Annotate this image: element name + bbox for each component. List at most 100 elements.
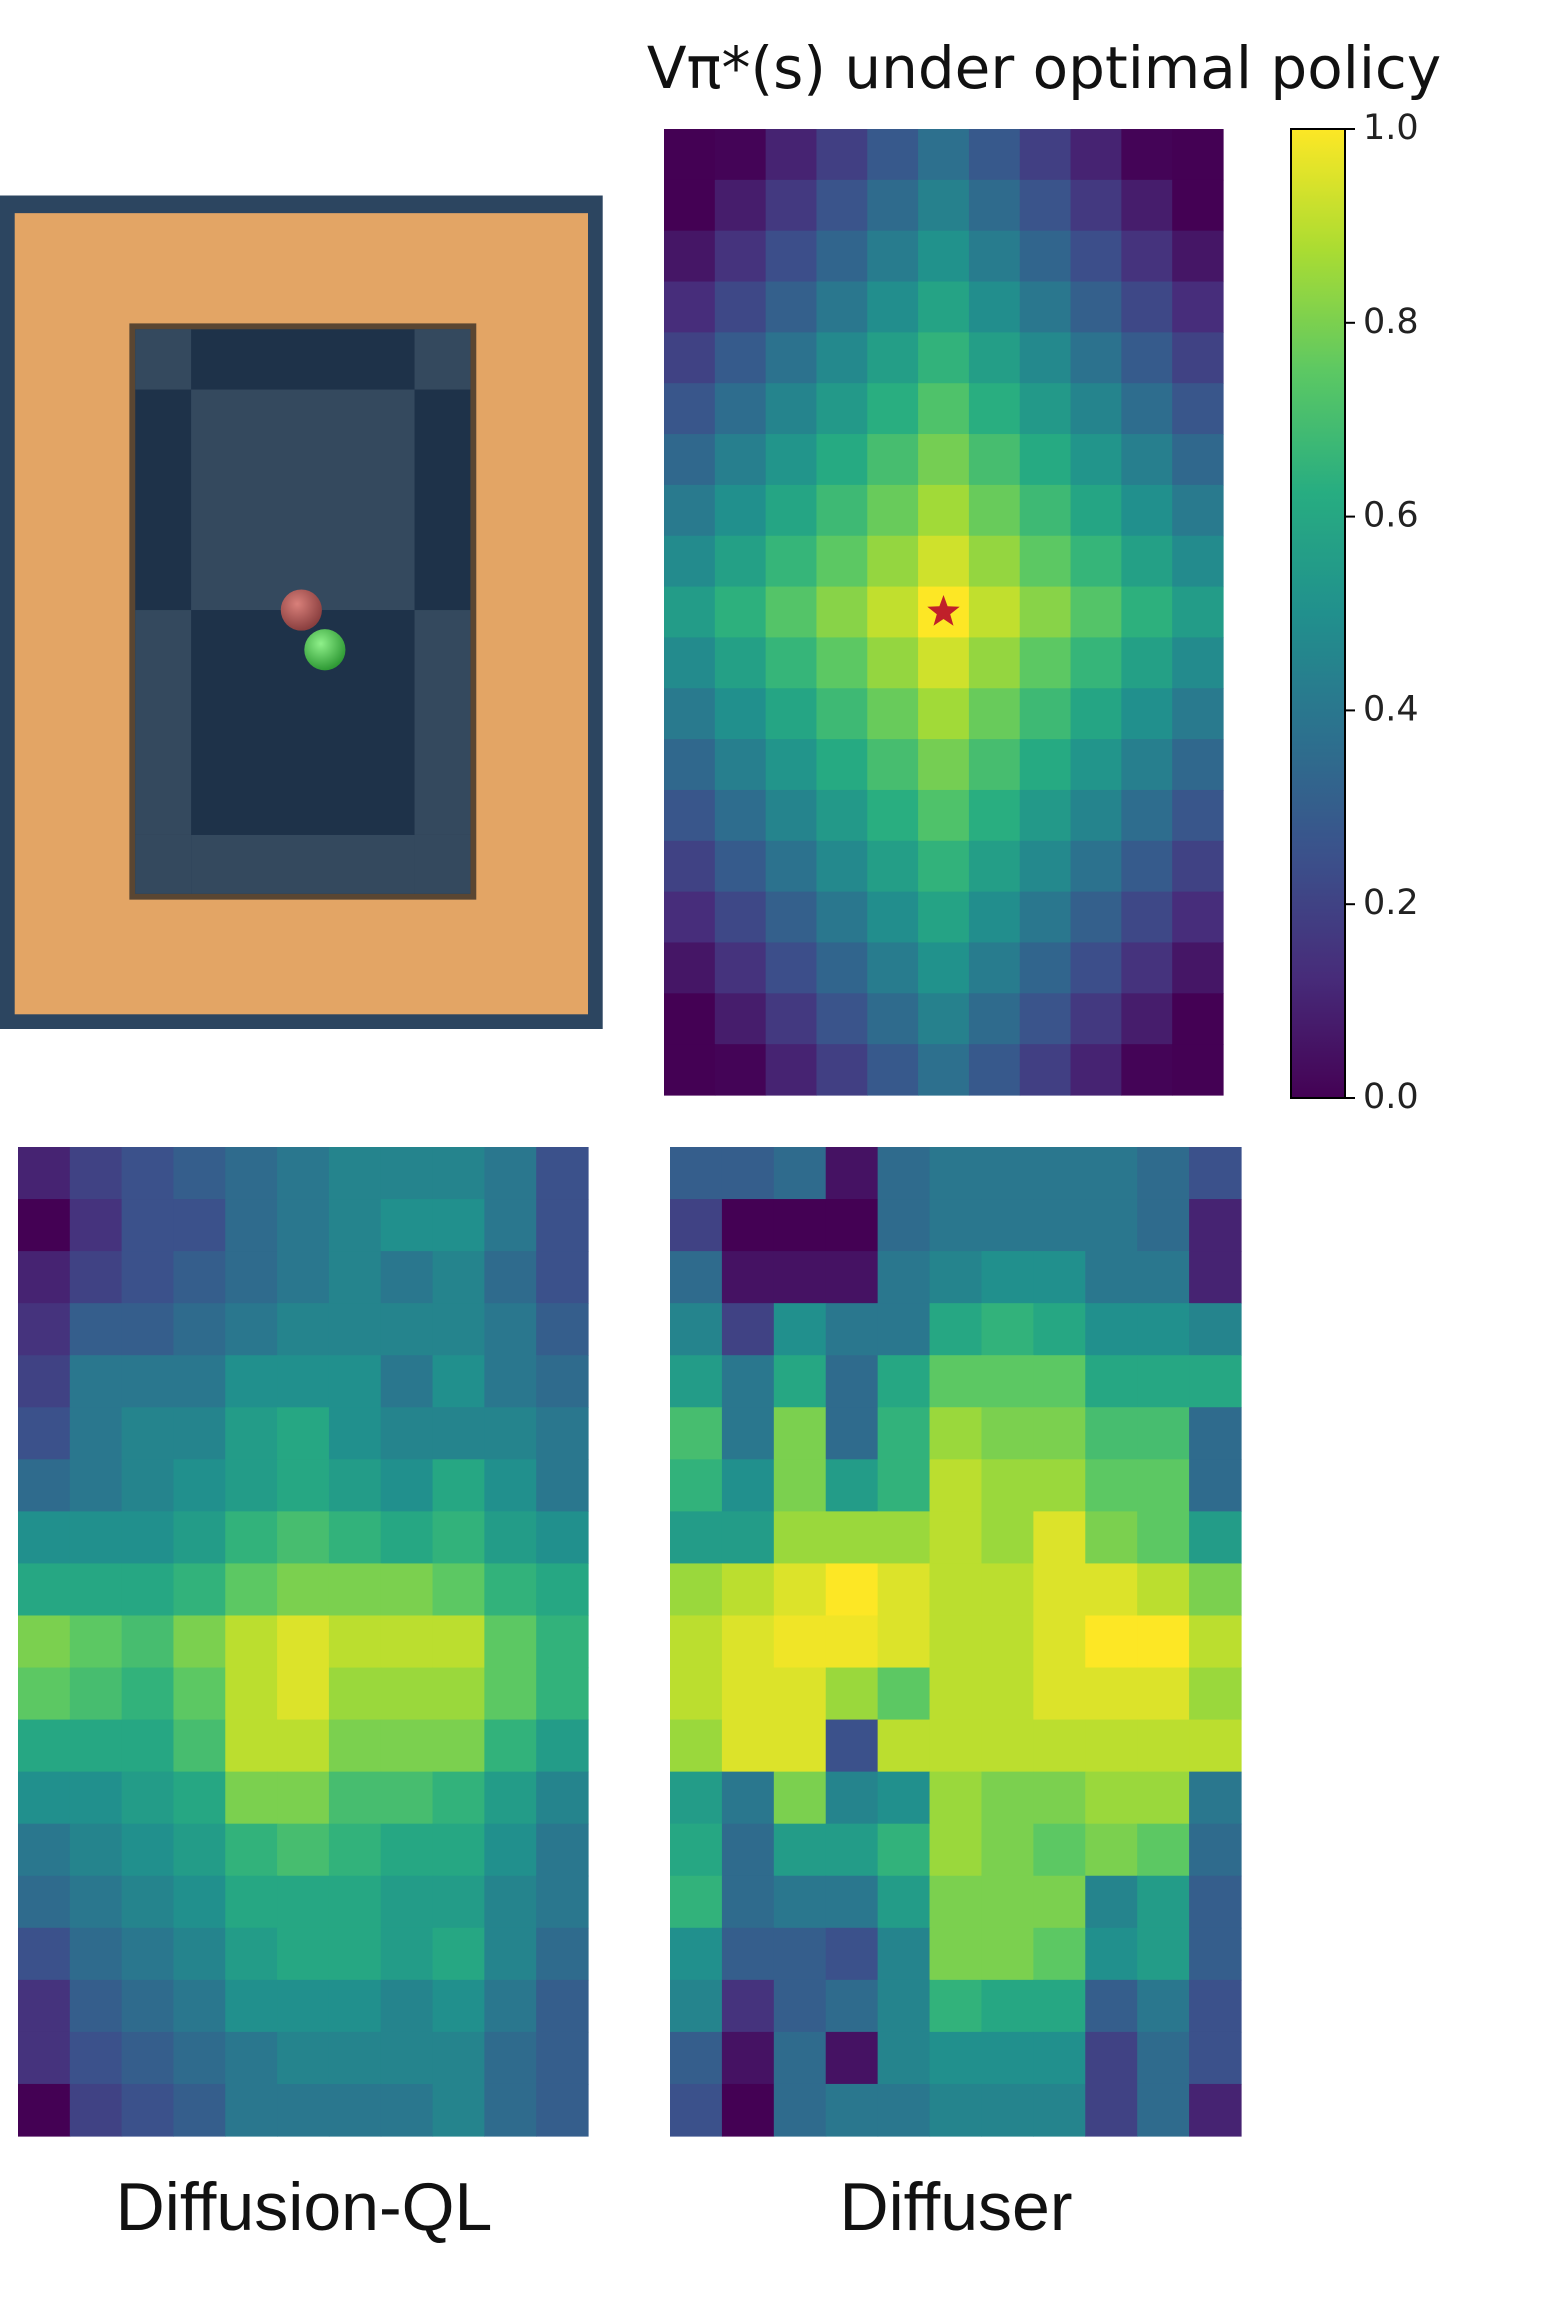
heatmap-cell [714,840,767,893]
heatmap-cell [981,1147,1034,1200]
heatmap-cell [929,1667,983,1721]
heatmap-cell [929,1771,983,1825]
heatmap-cell [380,1979,434,2033]
heatmap-cell [484,1823,537,1877]
heatmap-cell [773,2031,827,2085]
heatmap-cell [1033,1979,1086,2033]
heatmap-cell [929,1875,983,1929]
heatmap-cell [664,789,716,842]
heatmap-cell [765,993,818,1045]
heatmap-cell [1033,2031,1086,2085]
heatmap-cell [664,332,716,384]
heatmap-cell [18,2083,71,2137]
heatmap-cell [536,1407,589,1460]
heatmap-cell [536,1615,589,1669]
heatmap-cell [981,1459,1034,1512]
heatmap-cell [380,1251,434,1304]
heatmap-cell [173,1875,226,1929]
heatmap-cell [536,1979,589,2033]
heatmap-cell [1033,1771,1086,1825]
heatmap-cell [173,1563,226,1617]
heatmap-cell [765,434,818,486]
heatmap-cell [765,332,818,384]
heatmap-cell [484,1979,537,2033]
heatmap-cell [968,129,1021,181]
heatmap-cell [1019,942,1072,994]
heatmap-cell [173,1511,226,1565]
heatmap-cell [1172,535,1224,588]
heatmap-cell [929,1355,983,1408]
heatmap-cell [1172,484,1224,537]
heatmap-label: Diffuser [839,2169,1072,2245]
heatmap-cell [968,993,1021,1045]
heatmap-cell [765,179,818,232]
heatmap-cell [968,891,1021,944]
heatmap-cell [121,1563,175,1617]
heatmap-cell [1019,789,1072,842]
heatmap-cell [18,1303,71,1356]
heatmap-cell [721,1355,775,1408]
heatmap-cell [1189,1459,1242,1512]
heatmap-cell [1085,1251,1138,1304]
heatmap-cell [1070,840,1122,893]
heatmap-cell [484,1199,537,1252]
heatmap-cell [929,1407,983,1460]
heatmap-cell [1121,230,1173,283]
heatmap-label: Diffusion-QL [116,2169,493,2245]
heatmap-cell [670,2083,723,2137]
heatmap-cell [1189,1615,1242,1669]
heatmap-cell [1172,891,1224,944]
heatmap-cell [173,1719,226,1773]
heatmap-cell [1189,1875,1242,1929]
heatmap-cell [277,1303,330,1356]
heatmap-cell [1137,1563,1190,1617]
heatmap-cell [484,1459,537,1512]
heatmap-cell [1121,179,1173,232]
heatmap-cell [968,840,1021,893]
heatmap-cell [765,840,818,893]
heatmap-cell [981,1199,1034,1252]
chart-title: Vπ*(s) under optimal policy [647,34,1441,102]
heatmap-cell [825,1147,879,1200]
maze-checker [135,329,471,894]
heatmap-cell [432,1927,485,1981]
heatmap-cell [432,2083,485,2137]
heatmap-cell [714,942,767,994]
heatmap-cell [1189,1719,1242,1773]
heatmap-cell [1189,1667,1242,1721]
heatmap-cell [877,1511,931,1565]
heatmap-cell [18,1407,71,1460]
heatmap-cell [664,179,716,232]
heatmap-cell [380,1511,434,1565]
heatmap-cell [929,1511,983,1565]
heatmap-cell [1070,1044,1122,1096]
heatmap-cell [773,1771,827,1825]
heatmap-cell [328,1511,382,1565]
heatmap-cell [225,1563,278,1617]
heatmap-cell [765,535,818,588]
heatmap-cell [721,1771,775,1825]
heatmap-cell [918,1044,970,1096]
heatmap-cell [432,1407,485,1460]
heatmap-cell [721,2031,775,2085]
heatmap-cell [877,1927,931,1981]
heatmap-cell [18,1927,71,1981]
heatmap-cell [380,1667,434,1721]
heatmap-cell [721,1251,775,1304]
heatmap-cell [69,1719,123,1773]
heatmap-cell [1070,230,1122,283]
heatmap-cell [277,1511,330,1565]
heatmap-cell [1172,789,1224,842]
heatmap-cell [18,1147,71,1200]
heatmap-cell [670,1199,723,1252]
heatmap-cell [1137,1355,1190,1408]
heatmap-cell [69,1979,123,2033]
heatmap-cell [18,2031,71,2085]
heatmap-cell [1137,1615,1190,1669]
heatmap-cell [981,1719,1034,1773]
heatmap-cell [877,1979,931,2033]
heatmap-cell [380,1459,434,1512]
heatmap-cell [773,1875,827,1929]
colorbar-tick-label: 0.4 [1363,689,1419,729]
heatmap-cell [18,1251,71,1304]
